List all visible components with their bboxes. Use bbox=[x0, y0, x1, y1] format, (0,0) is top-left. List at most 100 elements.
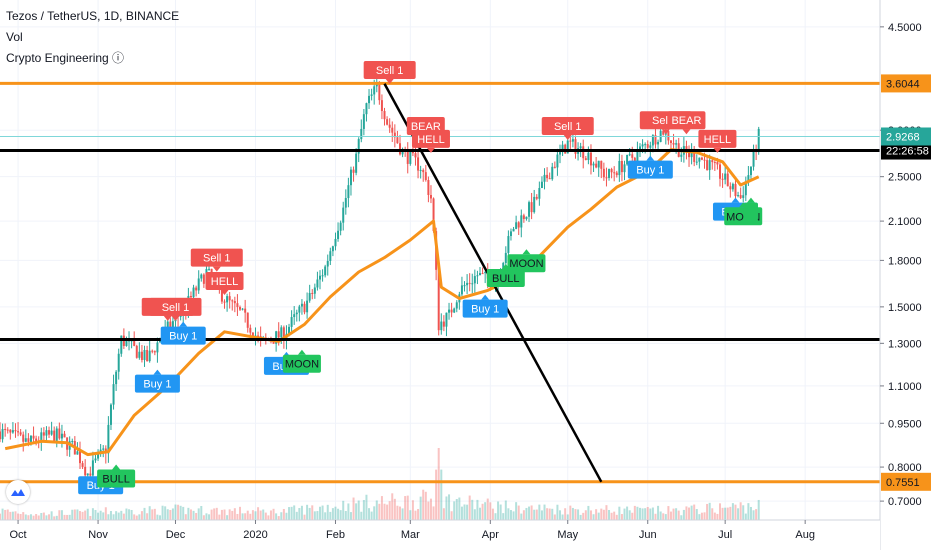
candle-body bbox=[476, 275, 479, 277]
volume-bar bbox=[747, 503, 750, 520]
candle-body bbox=[388, 124, 391, 128]
candle-body bbox=[734, 183, 737, 197]
volume-bar bbox=[48, 514, 51, 520]
tradingview-logo[interactable] bbox=[6, 480, 30, 504]
candle-body bbox=[680, 154, 683, 157]
axis-last-price-tag bbox=[881, 127, 931, 146]
volume-bar bbox=[37, 515, 40, 520]
candle-body bbox=[522, 215, 525, 220]
volume-bar bbox=[463, 504, 466, 520]
axis-last-price-text: 2.9268 bbox=[886, 131, 920, 143]
candle-body bbox=[360, 128, 363, 140]
volume-bar bbox=[60, 510, 63, 520]
volume-bar bbox=[698, 514, 701, 520]
volume-bar bbox=[618, 506, 621, 520]
candle-body bbox=[303, 303, 306, 313]
candle-body bbox=[747, 175, 750, 182]
candle-body bbox=[448, 309, 451, 313]
volume-bar bbox=[107, 514, 110, 520]
candle-body bbox=[143, 349, 146, 360]
volume-bar bbox=[608, 510, 611, 520]
volume-bar bbox=[84, 510, 87, 520]
crypto-engineering-indicator-label[interactable]: Crypto Engineering ⓘ bbox=[6, 51, 125, 65]
volume-bar bbox=[406, 495, 409, 520]
candle-body bbox=[308, 292, 311, 301]
candle-body bbox=[530, 202, 533, 213]
candle-body bbox=[509, 231, 512, 237]
volume-bar bbox=[42, 512, 45, 520]
signal-label-buy bbox=[160, 326, 206, 345]
candle-body bbox=[559, 152, 561, 155]
candle-body bbox=[453, 308, 456, 313]
volume-bar bbox=[223, 509, 226, 520]
volume-bar bbox=[17, 513, 20, 520]
volume-bar bbox=[169, 509, 172, 520]
signal-pointer-sell bbox=[163, 315, 172, 321]
candle-body bbox=[331, 246, 334, 252]
candle-body bbox=[641, 144, 644, 147]
candle-body bbox=[597, 160, 600, 168]
candle-body bbox=[202, 274, 205, 284]
candle-body bbox=[442, 321, 445, 327]
candle-body bbox=[277, 331, 280, 338]
volume-bar bbox=[267, 515, 270, 520]
volume-bar bbox=[651, 507, 654, 520]
candle-body bbox=[55, 428, 58, 441]
volume-bar bbox=[566, 514, 569, 520]
volume-bar bbox=[146, 513, 149, 520]
y-tick-label: 4.5000 bbox=[888, 22, 922, 34]
volume-bar bbox=[393, 498, 396, 520]
volume-bar bbox=[71, 509, 74, 520]
candle-body bbox=[4, 428, 7, 430]
candle-body bbox=[192, 287, 195, 298]
volume-bar bbox=[448, 494, 451, 520]
candle-body bbox=[22, 434, 25, 442]
candle-body bbox=[357, 139, 360, 154]
volume-bar bbox=[553, 514, 556, 520]
candle-body bbox=[1, 428, 4, 440]
volume-bar bbox=[659, 511, 662, 520]
candle-body bbox=[27, 438, 30, 442]
candle-body bbox=[566, 140, 569, 154]
signal-label-bull bbox=[282, 354, 321, 373]
candle-body bbox=[737, 195, 740, 197]
volume-bar bbox=[192, 510, 195, 520]
candle-body bbox=[329, 251, 332, 261]
volume-bar bbox=[32, 515, 35, 520]
x-tick-label: Oct bbox=[10, 529, 27, 541]
volume-bar bbox=[73, 509, 76, 520]
candle-body bbox=[644, 144, 647, 146]
signal-label-buy bbox=[134, 374, 180, 393]
x-tick-label: Mar bbox=[401, 529, 420, 541]
candle-body bbox=[233, 301, 236, 304]
volume-bar bbox=[239, 506, 241, 520]
candle-body bbox=[675, 143, 678, 145]
candle-body bbox=[306, 300, 309, 313]
volume-bar bbox=[636, 506, 639, 520]
volume-bar bbox=[135, 515, 138, 520]
candle-body bbox=[355, 153, 358, 173]
y-tick-label: 1.1000 bbox=[888, 381, 922, 393]
candle-body bbox=[311, 292, 314, 294]
volume-bar bbox=[543, 504, 546, 520]
candle-body bbox=[608, 169, 611, 178]
candle-body bbox=[153, 351, 156, 353]
volume-bar bbox=[429, 498, 432, 520]
candle-body bbox=[471, 283, 474, 285]
volume-bar bbox=[244, 513, 247, 520]
candle-body bbox=[626, 155, 629, 165]
signal-pointer-sell bbox=[220, 290, 229, 296]
axis-level-tag-text: 0.7551 bbox=[886, 477, 920, 489]
candle-body bbox=[197, 278, 200, 291]
candle-body bbox=[672, 143, 675, 145]
candle-body bbox=[293, 314, 296, 318]
candle-body bbox=[342, 207, 345, 223]
candle-body bbox=[574, 139, 577, 154]
symbol-title[interactable]: Tezos / TetherUS, 1D, BINANCE bbox=[6, 9, 180, 23]
candle-body bbox=[726, 173, 729, 187]
x-tick-label: Aug bbox=[795, 529, 815, 541]
signal-pointer-sell bbox=[661, 129, 670, 135]
volume-bar bbox=[703, 512, 706, 520]
volume-indicator-label[interactable]: Vol bbox=[6, 30, 23, 44]
